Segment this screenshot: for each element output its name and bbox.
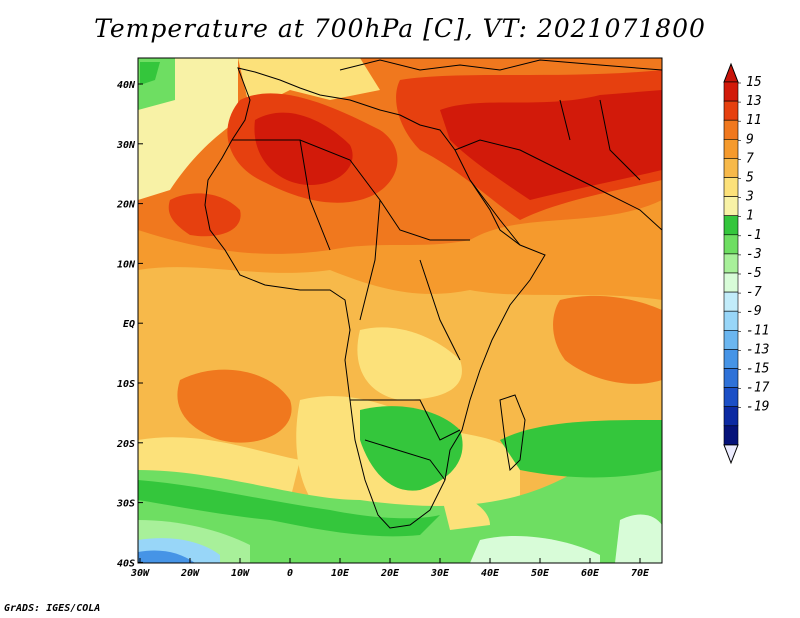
colorbar-label: -17	[746, 381, 770, 396]
colorbar-swatch	[723, 387, 739, 408]
coastlines	[204, 59, 662, 529]
colorbar-label: 9	[746, 132, 754, 147]
colorbar-swatch	[723, 272, 739, 293]
lon-tick-label: 20E	[380, 568, 400, 579]
colorbar-label: -3	[746, 247, 762, 262]
colorbar-swatch	[723, 291, 739, 312]
lon-tick-label: 30E	[430, 568, 450, 579]
colorbar-bottom-arrow	[723, 444, 739, 465]
colorbar-swatch	[723, 158, 739, 178]
colorbar-swatch	[723, 329, 739, 350]
colorbar-label: -1	[746, 228, 762, 243]
lat-tick-label: 10S	[117, 379, 135, 390]
lon-tick-label: 10E	[331, 568, 350, 579]
lon-tick-label: 30W	[130, 568, 150, 579]
credit-text: GrADS: IGES/COLA	[4, 603, 101, 614]
colorbar-label: -19	[746, 400, 769, 415]
lat-tick-label: 10N	[117, 259, 136, 270]
colorbar-label: -9	[746, 304, 762, 319]
colorbar-label: -13	[746, 342, 769, 357]
colorbar-label: 13	[746, 94, 762, 109]
colorbar-label: -5	[746, 266, 762, 281]
colorbar-swatch	[723, 406, 739, 427]
lon-tick-label: 40E	[481, 568, 500, 579]
colorbar-swatch	[723, 253, 739, 274]
longitude-ticks: 30W 20W 10W 0 10E 20E 30E 40E 50E 60E 70E	[130, 558, 650, 579]
map-border	[137, 57, 663, 564]
colorbar-label: -15	[746, 362, 770, 377]
chart-title: Temperature at 700hPa [C], VT: 202107180…	[94, 14, 706, 43]
lon-tick-label: 50E	[531, 568, 550, 579]
lat-tick-label: 20N	[116, 200, 136, 211]
colorbar-label: 15	[746, 75, 762, 90]
colorbar-swatch	[723, 196, 739, 217]
colorbar-swatch	[723, 100, 739, 121]
colorbar-swatch	[723, 177, 739, 197]
lat-tick-label: 40N	[117, 80, 136, 91]
lon-tick-label: 10W	[231, 568, 250, 579]
colorbar-swatch	[723, 139, 739, 159]
temperature-field	[138, 58, 662, 563]
latitude-ticks: 40N 30N 20N 10N EQ 10S 20S 30S 40S	[116, 80, 143, 569]
colorbar-label: -7	[746, 285, 762, 300]
colorbar-label: 3	[745, 190, 754, 205]
lon-tick-label: 20W	[180, 568, 200, 579]
colorbar-label: 5	[746, 171, 754, 186]
lat-tick-label: EQ	[123, 319, 135, 330]
colorbar-label: 7	[746, 151, 754, 166]
lon-tick-label: 0	[287, 568, 293, 579]
colorbar-top-arrow	[723, 62, 739, 83]
colorbar-swatch	[723, 310, 739, 331]
lat-tick-label: 20S	[116, 439, 135, 450]
colorbar-swatch	[723, 234, 739, 255]
lon-tick-label: 70E	[631, 568, 650, 579]
colorbar: 15 13 11 9 7 5 3 1 -1 -3 -5 -7 -9 -11 -13 -15 -17 -19	[723, 62, 770, 465]
colorbar-label: -11	[746, 323, 769, 338]
lat-tick-label: 40S	[117, 558, 135, 569]
colorbar-swatch	[723, 215, 739, 236]
colorbar-swatch	[723, 81, 739, 102]
lat-tick-label: 30S	[116, 499, 135, 510]
colorbar-swatch	[723, 368, 739, 388]
colorbar-swatch	[723, 349, 739, 369]
colorbar-label: 11	[746, 113, 762, 128]
colorbar-swatch	[723, 425, 739, 446]
colorbar-swatch	[723, 119, 739, 140]
colorbar-label: 1	[746, 209, 754, 224]
lon-tick-label: 60E	[581, 568, 600, 579]
lat-tick-label: 30N	[116, 140, 136, 151]
